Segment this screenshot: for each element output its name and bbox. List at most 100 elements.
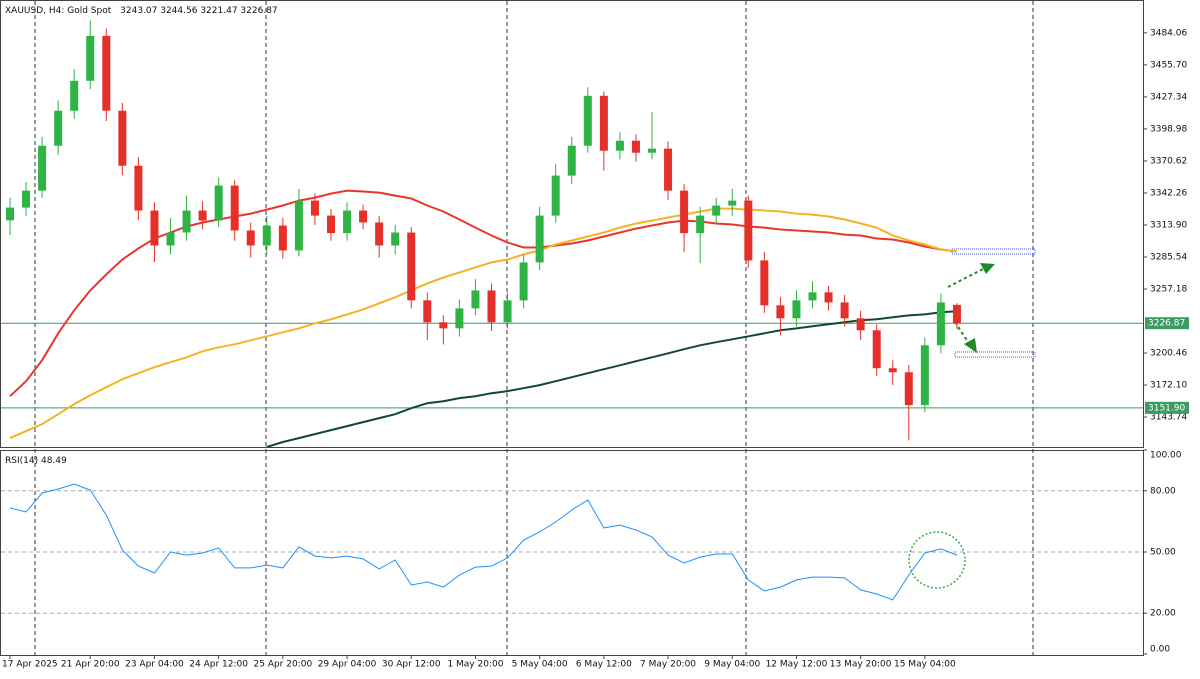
ohlc-close: 3226.87 [240,6,277,16]
candle-body [198,210,207,221]
candle-body [808,292,817,301]
price-label-box [1145,317,1189,330]
candle-body [230,185,239,231]
x-tick-label: 29 Apr 04:00 [318,660,377,670]
x-tick-label: 12 May 12:00 [766,660,828,670]
rsi-label: RSI(14) 48.49 [5,456,67,466]
y-tick-label: 3398.98 [1150,124,1187,134]
candle-body [38,145,47,191]
separators [34,1,1034,655]
candle-body [952,304,961,324]
candle-body [182,210,191,233]
annotations [908,248,1036,589]
candle-body [631,140,640,153]
rsi-last: 48.49 [41,456,67,466]
y-tick-label: 3427.34 [1150,92,1187,102]
candle-body [310,200,319,216]
candle-body [294,200,303,251]
candle-body [471,290,480,309]
candle-body [824,292,833,303]
candle-body [872,330,881,369]
chart-title: XAUUSD, H4: Gold Spot 3243.07 3244.56 32… [5,6,278,16]
rsi-tick-label: 0.00 [1150,645,1170,655]
candle-body [535,215,544,263]
candle-body [423,300,432,323]
candle-body [262,225,271,246]
candle-body [439,322,448,329]
candle-body [712,205,721,216]
main-panel [0,0,1144,448]
arrow-up [947,267,986,288]
candle-body [327,215,335,234]
rsi-panel [0,450,1144,656]
y-tick-label: 3313.90 [1150,220,1187,230]
candle-body [664,148,673,191]
candle-body [22,190,31,208]
x-tick-label: 21 Apr 20:00 [61,660,120,670]
y-tick-label: 3200.46 [1150,349,1187,359]
y-tick-label: 3342.26 [1150,188,1187,198]
y-tick-label: 3370.62 [1150,156,1187,166]
target-zone [954,351,1036,358]
candle-body [744,200,753,261]
candle-body [648,148,656,153]
candle-body [567,145,576,176]
arrow-head [980,263,995,274]
x-tick-label: 1 May 20:00 [447,660,503,670]
candle-body [407,232,416,301]
y-tick-label: 3455.70 [1150,60,1187,70]
x-tick-label: 24 Apr 12:00 [189,660,248,670]
arrow-head [964,338,977,353]
y-tick-label: 3257.18 [1150,284,1187,294]
candle-body [551,175,560,216]
arrow-down [954,321,971,346]
x-tick-label: 7 May 20:00 [640,660,696,670]
rsi-line [9,483,958,601]
x-tick-label: 17 Apr 2025 [2,660,58,670]
candle-body [519,262,528,301]
candle-body [920,345,929,406]
candle-body [728,200,737,206]
candle-body [343,210,352,234]
x-tick-label: 30 Apr 12:00 [382,660,441,670]
rsi-tick-label: 50.00 [1150,548,1176,558]
moving-average [266,310,958,447]
candle-body [840,302,849,319]
candle-body [792,300,801,319]
candle-body [166,232,175,246]
candle-body [246,230,255,246]
candle-body [214,185,223,221]
candle-body [776,305,785,319]
y-tick-label: 3172.10 [1150,381,1187,391]
price-label: 3226.87 [1148,319,1185,329]
x-tick-label: 9 May 04:00 [704,660,760,670]
rsi-tick-label: 100.00 [1150,451,1182,461]
y-tick-label: 3484.06 [1150,28,1187,38]
ohlc-low: 3221.47 [200,6,237,16]
candle-body [391,232,400,246]
candle-body [856,318,865,331]
candle-body [278,225,287,251]
candle-body [86,35,95,81]
candle-body [583,95,592,146]
x-tick-label: 25 Apr 20:00 [254,660,313,670]
candle-body [487,290,496,323]
candle-body [888,368,897,373]
ohlc-open: 3243.07 [120,6,157,16]
candle-body [904,372,913,406]
candle-body [150,210,159,246]
candle-body [615,140,624,151]
rsi-tick-label: 20.00 [1150,609,1176,619]
candle-body [6,207,14,221]
price-label-box [1145,401,1189,414]
symbol: XAUUSD, H4: Gold Spot [5,6,112,16]
candle-body [118,110,127,166]
candle-body [359,210,368,223]
x-tick-label: 15 May 04:00 [894,660,956,670]
price-label: 3151.90 [1148,403,1185,413]
rsi-name: RSI(14) [5,456,38,466]
candle-body [696,215,705,234]
candle-body [503,300,512,323]
candle-body [70,80,79,111]
